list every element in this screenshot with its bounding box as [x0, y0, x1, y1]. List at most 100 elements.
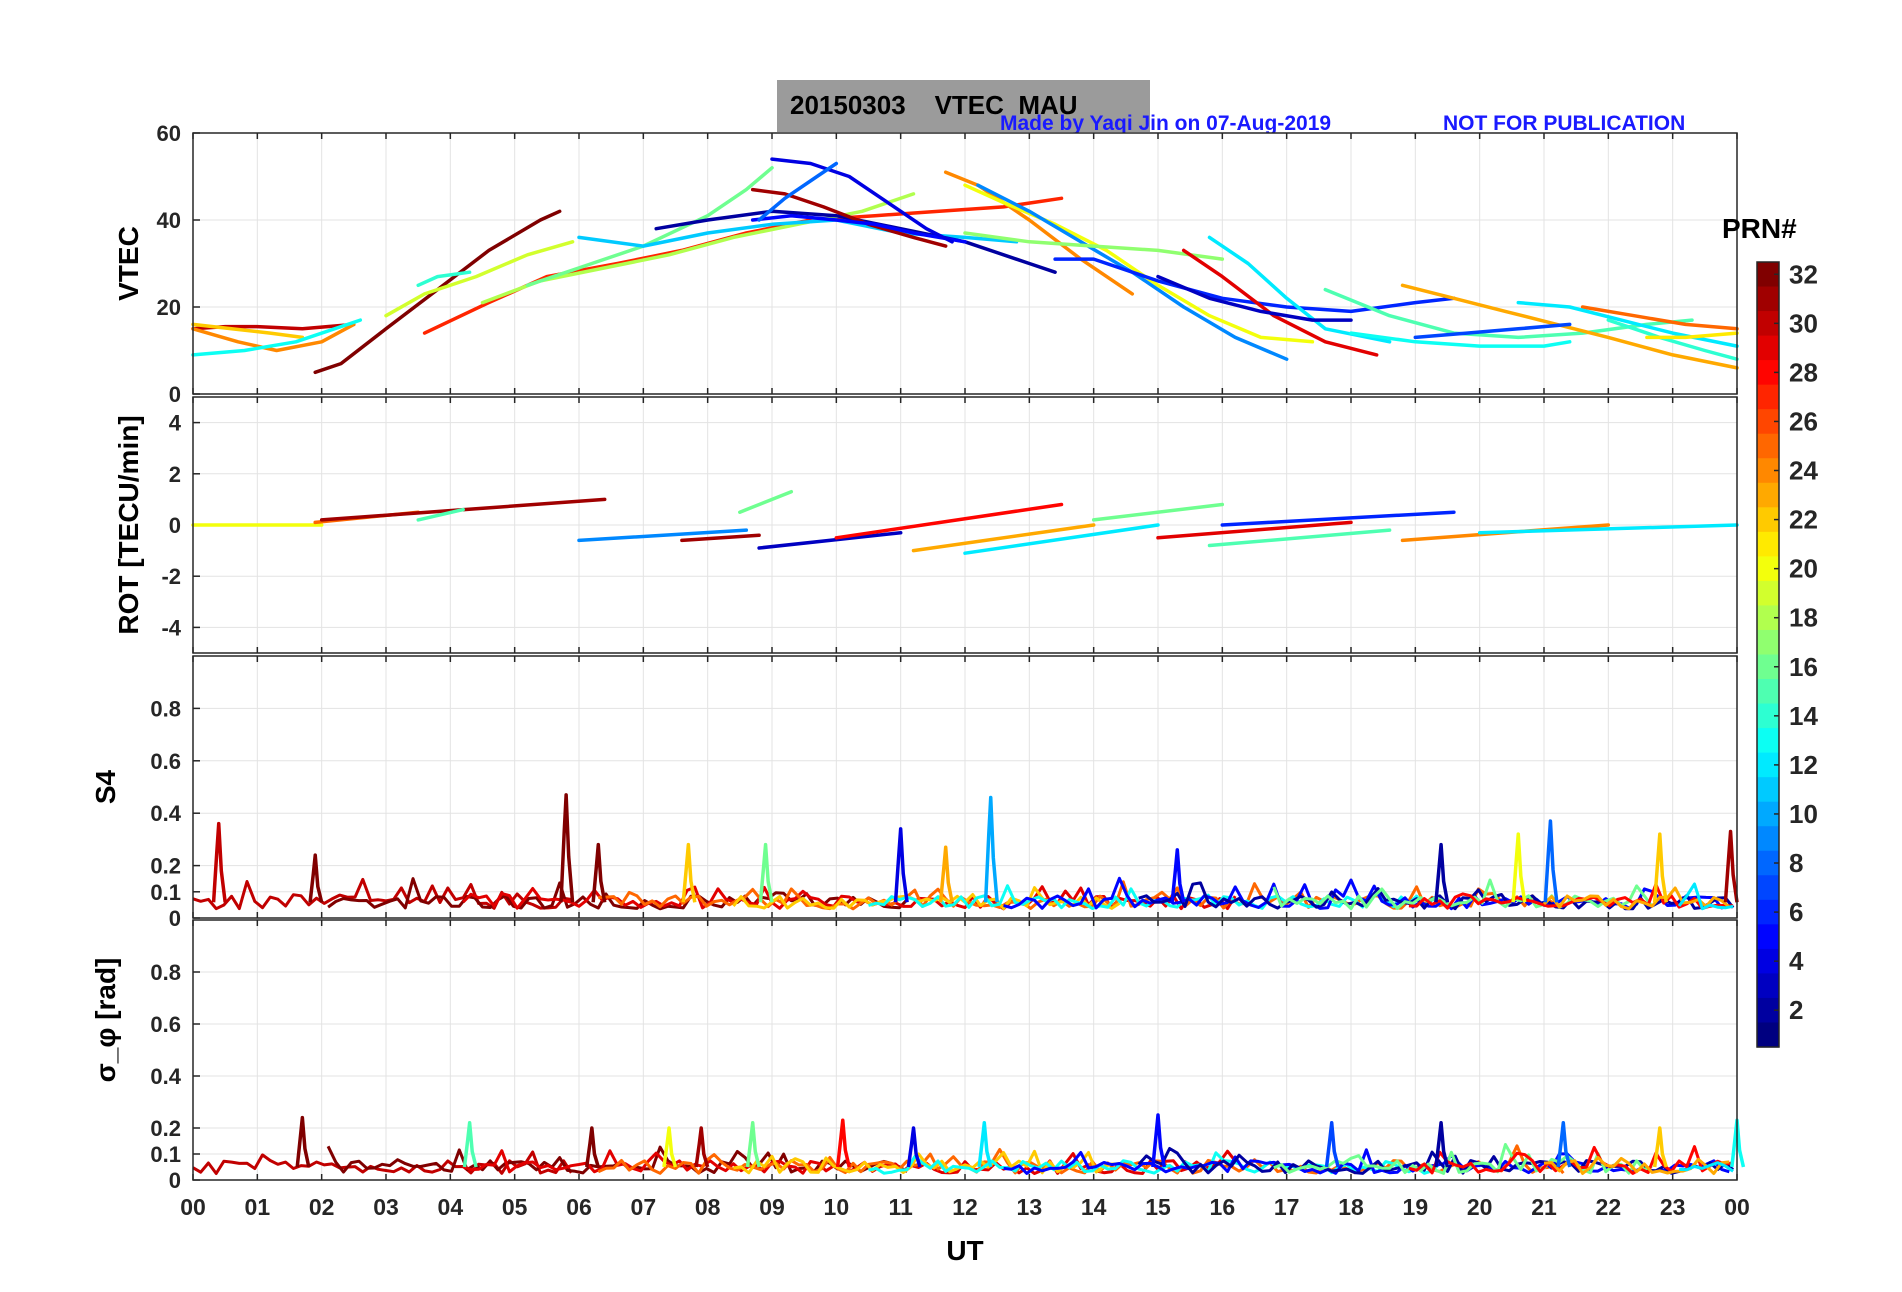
x-tick-label: 13 — [1017, 1194, 1043, 1220]
series-prn-4 — [770, 157, 954, 244]
colorbar-tick-label: 26 — [1789, 406, 1818, 436]
peak-prn-2 — [1434, 842, 1450, 903]
series-prn-16 — [525, 166, 774, 288]
colorbar-tick-label: 14 — [1789, 701, 1818, 731]
colorbar-swatch — [1757, 433, 1779, 459]
y-tick-label: 0.6 — [150, 749, 181, 774]
peak-prn-31 — [694, 1126, 710, 1168]
x-tick-label: 04 — [438, 1194, 464, 1220]
noise-prn-25 — [597, 1144, 1565, 1175]
series-prn-28 — [834, 502, 1064, 540]
peak-prn-20 — [1511, 832, 1527, 903]
colorbar-tick-label: 32 — [1789, 259, 1818, 289]
y-tick-label: 0 — [169, 906, 181, 931]
colorbar-swatch — [1757, 752, 1779, 778]
colorbar-swatch — [1757, 654, 1779, 680]
axes-frame — [192, 919, 1738, 1181]
y-tick-label: -2 — [161, 564, 181, 589]
x-tick-label: 10 — [824, 1194, 850, 1220]
x-tick-label: 21 — [1531, 1194, 1557, 1220]
colorbar-swatch — [1757, 997, 1779, 1024]
x-tick-label: 23 — [1660, 1194, 1686, 1220]
colorbar-tick-label: 10 — [1789, 799, 1818, 829]
x-tick-label: 08 — [695, 1194, 721, 1220]
noise-prn-12 — [1677, 882, 1734, 911]
x-tick-label: 02 — [309, 1194, 335, 1220]
y-tick-label: 0.1 — [150, 880, 181, 905]
series-prn-7 — [1413, 322, 1572, 340]
noise-prn-23 — [1543, 1156, 1730, 1175]
series-prn-12 — [1207, 235, 1392, 344]
peak-prn-31 — [1723, 829, 1739, 903]
axes-frame — [192, 132, 1738, 395]
colorbar-swatch — [1757, 458, 1779, 484]
series-prn-5 — [750, 213, 967, 244]
colorbar-swatch — [1757, 899, 1779, 925]
peak-prn-5 — [1170, 848, 1186, 903]
colorbar-tick-label: 20 — [1789, 554, 1818, 584]
x-axis-label: UT — [946, 1235, 983, 1266]
peak-prn-22 — [681, 842, 697, 903]
title-box — [777, 80, 1150, 132]
series-prn-13 — [191, 318, 363, 357]
series-prn-29 — [1181, 248, 1379, 357]
x-tick-label: 16 — [1210, 1194, 1236, 1220]
series-prn-25 — [1580, 305, 1739, 331]
noise-prn-28 — [1408, 882, 1734, 910]
noise-prn-32 — [327, 877, 909, 911]
y-tick-label: -4 — [161, 615, 181, 640]
y-tick-label: 0 — [169, 382, 181, 407]
series-prn-15 — [1323, 287, 1694, 340]
y-axis-label: σ_φ [rad] — [90, 958, 121, 1083]
y-tick-label: 0.8 — [150, 960, 181, 985]
peak-prn-32 — [584, 1126, 600, 1168]
colorbar-swatch — [1757, 801, 1779, 827]
peak-prn-12 — [977, 1121, 993, 1168]
colorbar-swatch — [1757, 507, 1779, 533]
y-tick-label: 0 — [169, 513, 181, 538]
x-tick-label: 09 — [759, 1194, 785, 1220]
peak-prn-22 — [1652, 832, 1668, 903]
peak-prn-5 — [1151, 1113, 1167, 1168]
series-prn-12 — [963, 523, 1160, 555]
noise-prn-16 — [1272, 878, 1654, 911]
colorbar-frame — [1756, 261, 1780, 1048]
panel-rot: -4 -2 0 2 4 ROT [TECU/min] — [113, 396, 1739, 654]
x-tick-label: 22 — [1596, 1194, 1622, 1220]
colorbar-tick-label: 6 — [1789, 897, 1803, 927]
series-prn-22 — [191, 322, 305, 340]
colorbar-swatch — [1757, 629, 1779, 656]
y-tick-label: 0.2 — [150, 1116, 181, 1141]
peak-prn-7 — [1324, 1121, 1340, 1168]
noise-prn-30 — [192, 877, 572, 911]
peak-prn-4 — [906, 1126, 922, 1168]
series-prn-11 — [577, 218, 1019, 248]
credit-text: Made by Yaqi Jin on 07-Aug-2019 — [1000, 112, 1332, 135]
colorbar-swatch — [1757, 556, 1779, 582]
colorbar-tick-label: 22 — [1789, 505, 1818, 535]
series-prn-12 — [1477, 523, 1739, 535]
colorbar-swatch — [1757, 311, 1779, 337]
y-tick-label: 0.1 — [150, 1142, 181, 1167]
x-tick-label: 00 — [1724, 1194, 1750, 1220]
series-prn-17 — [963, 231, 1225, 261]
series-prn-14 — [416, 270, 472, 288]
y-axis-label: ROT [TECU/min] — [113, 415, 144, 634]
noise-prn-22 — [732, 886, 1121, 911]
x-tick-label: 20 — [1467, 1194, 1493, 1220]
peak-prn-2 — [1434, 1121, 1450, 1168]
panel-sigma_phi: 00.10.2 0.4 0.6 0.8 σ_φ [rad] 00 01 02 03 04 05 06 0… — [90, 919, 1750, 1266]
axes-frame — [192, 396, 1738, 654]
y-tick-label: 0.2 — [150, 854, 181, 879]
x-tick-label: 00 — [180, 1194, 206, 1220]
x-tick-label: 12 — [952, 1194, 978, 1220]
x-tick-label: 17 — [1274, 1194, 1300, 1220]
y-tick-label: 60 — [157, 121, 181, 146]
colorbar-swatch — [1757, 335, 1779, 361]
colorbar-swatch — [1757, 875, 1779, 901]
y-tick-label: 0.8 — [150, 696, 181, 721]
y-axis-label: VTEC — [113, 226, 144, 301]
series-prn-3 — [1156, 274, 1353, 322]
colorbar-swatch — [1757, 286, 1779, 312]
